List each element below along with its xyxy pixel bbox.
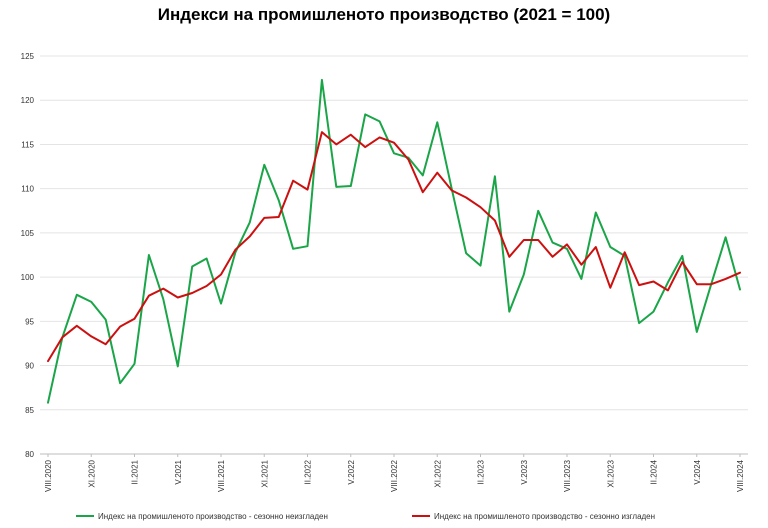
x-tick-label: V.2024 [693, 459, 702, 484]
x-tick-label: XI.2023 [606, 459, 615, 487]
x-tick-label: VIII.2020 [44, 459, 53, 492]
legend-label: Индекс на промишленото производство - се… [98, 512, 328, 521]
x-tick-label: VIII.2024 [736, 459, 745, 492]
y-tick-label: 115 [21, 140, 34, 149]
y-tick-label: 110 [21, 185, 34, 194]
y-tick-label: 90 [25, 362, 34, 371]
y-tick-label: 125 [21, 52, 35, 61]
x-tick-label: V.2021 [174, 459, 183, 484]
y-tick-label: 85 [25, 406, 34, 415]
x-tick-label: V.2022 [347, 459, 356, 484]
y-tick-label: 100 [21, 273, 35, 282]
x-tick-label: II.2023 [477, 459, 486, 484]
x-tick-label: VIII.2023 [563, 459, 572, 492]
x-tick-label: VIII.2022 [390, 459, 399, 492]
series-line-unadjusted [47, 78, 741, 404]
axes: 80 85 90 95 100 105 110 115 120 125 VIII.2020 XI.20… [21, 52, 745, 492]
y-tick-label: 120 [21, 96, 35, 105]
x-tick-label: II.2021 [131, 459, 140, 484]
series-line-adjusted [47, 131, 741, 363]
y-tick-label: 95 [25, 317, 34, 326]
legend-label: Индекс на промишленото производство - се… [434, 512, 655, 521]
gridlines [40, 55, 748, 455]
series-lines [47, 78, 741, 404]
x-tick-label: II.2022 [304, 459, 313, 484]
x-tick-label: II.2024 [650, 459, 659, 484]
y-tick-label: 80 [25, 450, 34, 459]
chart-title: Индекси на промишленото производство (20… [157, 5, 611, 24]
x-tick-label: XI.2022 [433, 459, 442, 487]
x-tick-label: XI.2020 [87, 459, 96, 487]
x-tick-label: XI.2021 [260, 459, 269, 487]
x-tick-label: V.2023 [520, 459, 529, 484]
x-tick-label: VIII.2021 [217, 459, 226, 492]
y-tick-label: 105 [21, 229, 35, 238]
legend: Индекс на промишленото производство - се… [76, 512, 655, 521]
